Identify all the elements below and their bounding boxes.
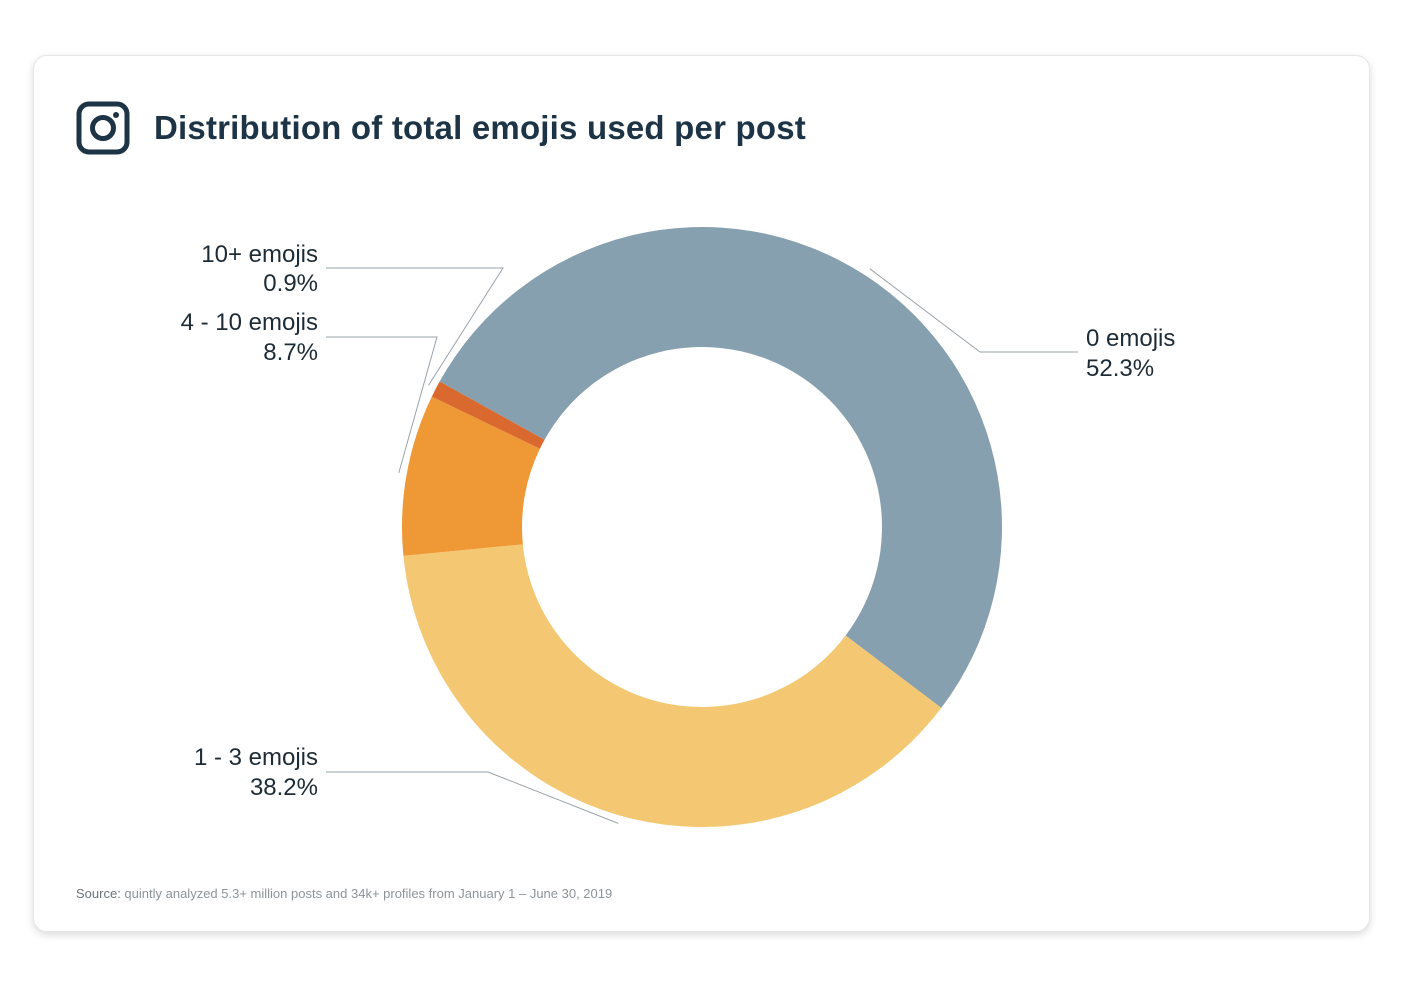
slice-labels: 0 emojis 52.3% 1 - 3 emojis 38.2% 4 - 10 emo… xyxy=(181,241,1176,801)
chart-header: Distribution of total emojis used per po… xyxy=(76,100,806,156)
donut-slice-4-10-emojis xyxy=(402,396,540,556)
source-note: Source: quintly analyzed 5.3+ million po… xyxy=(76,886,612,901)
leader-line xyxy=(326,771,619,824)
chart-title: Distribution of total emojis used per po… xyxy=(154,109,806,146)
source-prefix: Source: xyxy=(76,886,121,901)
leader-lines xyxy=(326,267,1078,824)
slice-name-label: 0 emojis xyxy=(1086,325,1175,352)
donut-slice-0-emojis xyxy=(439,226,1003,708)
source-text: quintly analyzed 5.3+ million posts and … xyxy=(120,886,613,901)
leader-line xyxy=(326,267,504,386)
leader-line xyxy=(869,268,1078,353)
slice-value-label: 0.9% xyxy=(263,270,318,297)
slice-value-label: 52.3% xyxy=(1086,355,1154,382)
donut-slice-1-3-emojis xyxy=(403,544,942,827)
leader-line xyxy=(326,336,438,474)
slice-value-label: 38.2% xyxy=(250,774,318,801)
slice-name-label: 1 - 3 emojis xyxy=(194,744,318,771)
donut-slice-10-emojis xyxy=(431,381,545,449)
instagram-icon xyxy=(76,101,130,155)
slice-name-label: 4 - 10 emojis xyxy=(181,309,318,336)
slice-value-label: 8.7% xyxy=(263,339,318,366)
slice-name-label: 10+ emojis xyxy=(201,241,318,268)
donut-slices xyxy=(402,226,1003,827)
